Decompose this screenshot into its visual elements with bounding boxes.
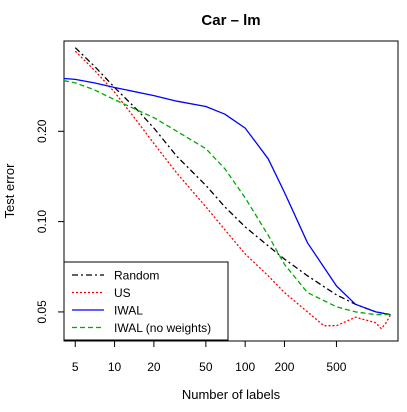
- y-axis-label: Test error: [2, 163, 17, 219]
- series-line-random: [74, 47, 391, 316]
- legend: Random US IWAL IWAL (no weights): [63, 261, 229, 341]
- y-tick-label: 0.20: [35, 119, 49, 143]
- y-tick-label: 0.05: [35, 300, 49, 324]
- legend-label-iwal: IWAL: [114, 304, 143, 318]
- series-line-iwal: [63, 77, 391, 316]
- series-line-iwal-no-weights: [63, 80, 391, 316]
- plot-frame: [63, 40, 399, 342]
- legend-label-random: Random: [114, 269, 159, 283]
- x-tick-label: 200: [274, 360, 294, 374]
- y-axis: 0.05 0.10 0.20: [35, 119, 64, 324]
- x-axis-label: Number of labels: [182, 387, 281, 402]
- x-tick-label: 100: [235, 360, 255, 374]
- x-tick-label: 50: [199, 360, 213, 374]
- chart-title: Car – lm: [201, 12, 260, 29]
- x-tick-label: 20: [147, 360, 161, 374]
- legend-items: Random US IWAL IWAL (no weights): [72, 269, 211, 335]
- series-layer: [63, 47, 392, 330]
- legend-label-us: US: [114, 286, 131, 300]
- y-tick-label: 0.10: [35, 210, 49, 234]
- series-line-us: [74, 50, 392, 330]
- x-tick-label: 5: [72, 360, 79, 374]
- legend-label-iwal-no-weights: IWAL (no weights): [114, 321, 211, 335]
- x-tick-label: 500: [326, 360, 346, 374]
- x-axis: 5 10 20 50 100 200 500: [72, 341, 347, 374]
- x-tick-label: 10: [108, 360, 122, 374]
